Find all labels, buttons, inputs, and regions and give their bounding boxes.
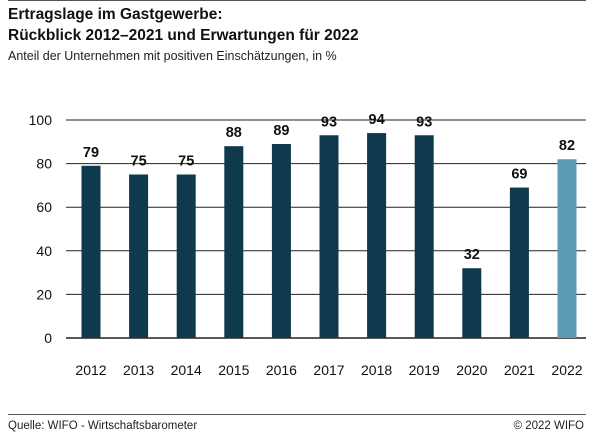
x-tick-label-2020: 2020 <box>456 362 487 378</box>
top-rule <box>8 0 586 1</box>
data-label-2018: 94 <box>369 112 385 128</box>
copyright-note: © 2022 WIFO <box>513 420 584 432</box>
bar-2017 <box>319 135 339 338</box>
data-label-2021: 69 <box>511 167 527 183</box>
data-label-2013: 75 <box>131 154 147 170</box>
bottom-rule <box>8 414 586 415</box>
chart-title: Ertragslage im Gastgewerbe: Rückblick 20… <box>8 4 359 46</box>
bar-2016 <box>271 143 291 338</box>
bar-2015 <box>224 146 244 338</box>
y-tick-label-20: 20 <box>36 286 52 302</box>
bar-2020 <box>462 268 482 338</box>
x-tick-label-2015: 2015 <box>218 362 249 378</box>
title-line-1: Ertragslage im Gastgewerbe: <box>8 6 223 23</box>
x-tick-label-2014: 2014 <box>171 362 202 378</box>
bar-2022 <box>557 159 577 338</box>
chart-subtitle: Anteil der Unternehmen mit positiven Ein… <box>8 49 337 63</box>
data-label-2017: 93 <box>321 114 337 130</box>
y-tick-label-0: 0 <box>44 330 52 346</box>
data-label-2020: 32 <box>464 247 480 263</box>
bar-2019 <box>414 135 434 338</box>
data-label-2019: 93 <box>416 114 432 130</box>
x-tick-label-2021: 2021 <box>504 362 535 378</box>
y-tick-label-100: 100 <box>29 112 53 128</box>
bar-2013 <box>129 174 149 338</box>
y-tick-label-40: 40 <box>36 243 52 259</box>
data-label-2015: 88 <box>226 125 242 141</box>
bar-2012 <box>81 165 101 338</box>
x-tick-label-2017: 2017 <box>313 362 344 378</box>
data-label-2016: 89 <box>273 123 289 139</box>
bar-2018 <box>367 133 387 338</box>
source-note: Quelle: WIFO - Wirtschaftsbarometer <box>8 420 198 432</box>
x-tick-label-2012: 2012 <box>75 362 106 378</box>
y-tick-label-60: 60 <box>36 199 52 215</box>
x-tick-label-2013: 2013 <box>123 362 154 378</box>
bar-2014 <box>176 174 196 338</box>
title-line-2: Rückblick 2012–2021 und Erwartungen für … <box>8 27 359 44</box>
data-label-2012: 79 <box>83 145 99 161</box>
data-label-2014: 75 <box>178 154 194 170</box>
x-tick-label-2016: 2016 <box>266 362 297 378</box>
x-tick-label-2022: 2022 <box>551 362 582 378</box>
data-label-2022: 82 <box>559 138 575 154</box>
x-tick-label-2018: 2018 <box>361 362 392 378</box>
x-tick-label-2019: 2019 <box>409 362 440 378</box>
bar-2021 <box>509 187 529 338</box>
y-tick-label-80: 80 <box>36 156 52 172</box>
